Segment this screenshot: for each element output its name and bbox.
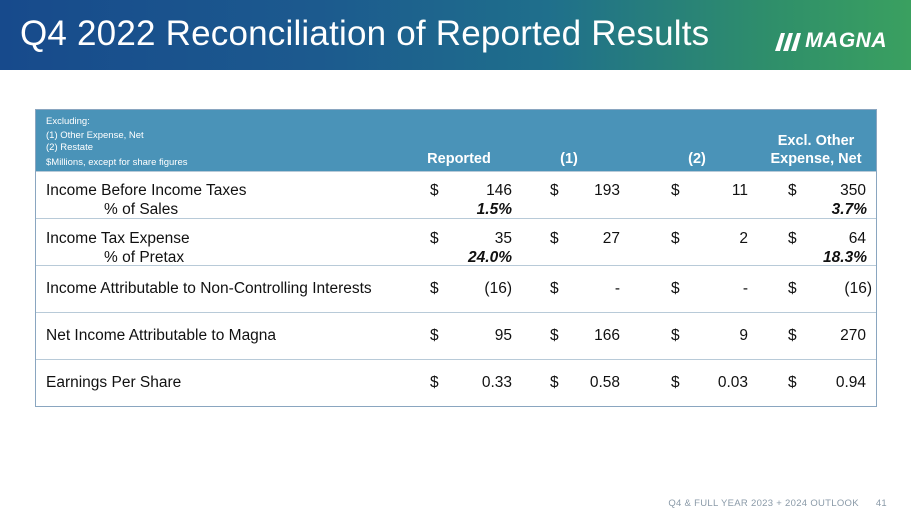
pct-excl: 18.3% [823,249,867,266]
row-label: Income Attributable to Non-Controlling I… [46,280,372,297]
table-row: Income Tax Expense $ 35 $ 27 $ 2 $ 64 % … [36,218,876,266]
value-excl: 64 [848,230,866,247]
currency-symbol: $ [788,182,797,199]
currency-symbol: $ [671,327,680,344]
value-col1: 0.58 [589,374,620,391]
currency-symbol: $ [550,327,559,344]
pct-excl: 3.7% [831,201,867,218]
value-col1: 193 [594,182,620,199]
currency-symbol: $ [550,182,559,199]
table-row: Net Income Attributable to Magna $ 95 $ … [36,312,876,359]
row-sub-label: % of Pretax [104,249,185,266]
logo-text: MAGNA [805,29,887,52]
footer-text: Q4 & FULL YEAR 2023 + 2024 OUTLOOK [668,498,859,509]
magna-logo-icon [775,33,802,51]
row-label: Earnings Per Share [46,374,182,391]
column-header-2: (2) [688,151,706,167]
magna-logo: MAGNA [773,29,887,52]
value-excl: 350 [840,182,866,199]
currency-symbol: $ [550,280,559,297]
page-title: Q4 2022 Reconciliation of Reported Resul… [20,14,710,53]
column-header-excl: Excl. Other [777,133,855,149]
table-row: Income Before Income Taxes $ 146 $ 193 $… [36,171,876,218]
row-sub-label: % of Sales [104,201,179,218]
header-note: (2) Restate [46,142,93,153]
currency-symbol: $ [788,327,797,344]
page-number: 41 [875,498,887,509]
value-col2: - [742,280,748,297]
value-excl: 270 [840,327,866,344]
currency-symbol: $ [671,374,680,391]
value-excl: 0.94 [835,374,866,391]
header-note: $Millions, except for share figures [46,157,188,168]
currency-symbol: $ [671,182,680,199]
header-note: Excluding: [46,116,90,127]
currency-symbol: $ [430,327,439,344]
currency-symbol: $ [788,230,797,247]
column-header-excl-2: Expense, Net [770,151,862,167]
column-header-1: (1) [560,151,578,167]
value-col2: 11 [731,182,748,199]
row-label: Income Tax Expense [46,230,190,247]
column-header-reported: Reported [427,151,491,167]
value-reported: 95 [494,327,512,344]
currency-symbol: $ [430,182,439,199]
value-col1: - [614,280,620,297]
currency-symbol: $ [430,280,439,297]
value-col2: 0.03 [717,374,748,391]
reconciliation-table: Excluding: (1) Other Expense, Net (2) Re… [35,109,877,407]
footer: Q4 & FULL YEAR 2023 + 2024 OUTLOOK 41 [654,498,887,509]
pct-reported: 1.5% [476,201,512,218]
currency-symbol: $ [671,280,680,297]
currency-symbol: $ [671,230,680,247]
currency-symbol: $ [788,280,797,297]
row-label: Income Before Income Taxes [46,182,247,199]
currency-symbol: $ [550,374,559,391]
value-col1: 166 [594,327,620,344]
value-col2: 9 [739,327,748,344]
currency-symbol: $ [430,374,439,391]
currency-symbol: $ [430,230,439,247]
row-label: Net Income Attributable to Magna [46,327,277,344]
value-reported: 0.33 [481,374,512,391]
pct-reported: 24.0% [468,249,512,266]
currency-symbol: $ [550,230,559,247]
value-reported: (16) [484,280,512,297]
value-reported: 146 [486,182,512,199]
table-row: Income Attributable to Non-Controlling I… [36,265,876,312]
currency-symbol: $ [788,374,797,391]
value-excl: (16) [844,280,872,297]
value-col2: 2 [739,230,748,247]
table-row: Earnings Per Share $ 0.33 $ 0.58 $ 0.03 … [36,359,876,406]
header-note: (1) Other Expense, Net [46,130,144,141]
value-col1: 27 [602,230,620,247]
header-banner: Q4 2022 Reconciliation of Reported Resul… [0,0,911,70]
value-reported: 35 [494,230,512,247]
table-header: Excluding: (1) Other Expense, Net (2) Re… [36,110,876,171]
